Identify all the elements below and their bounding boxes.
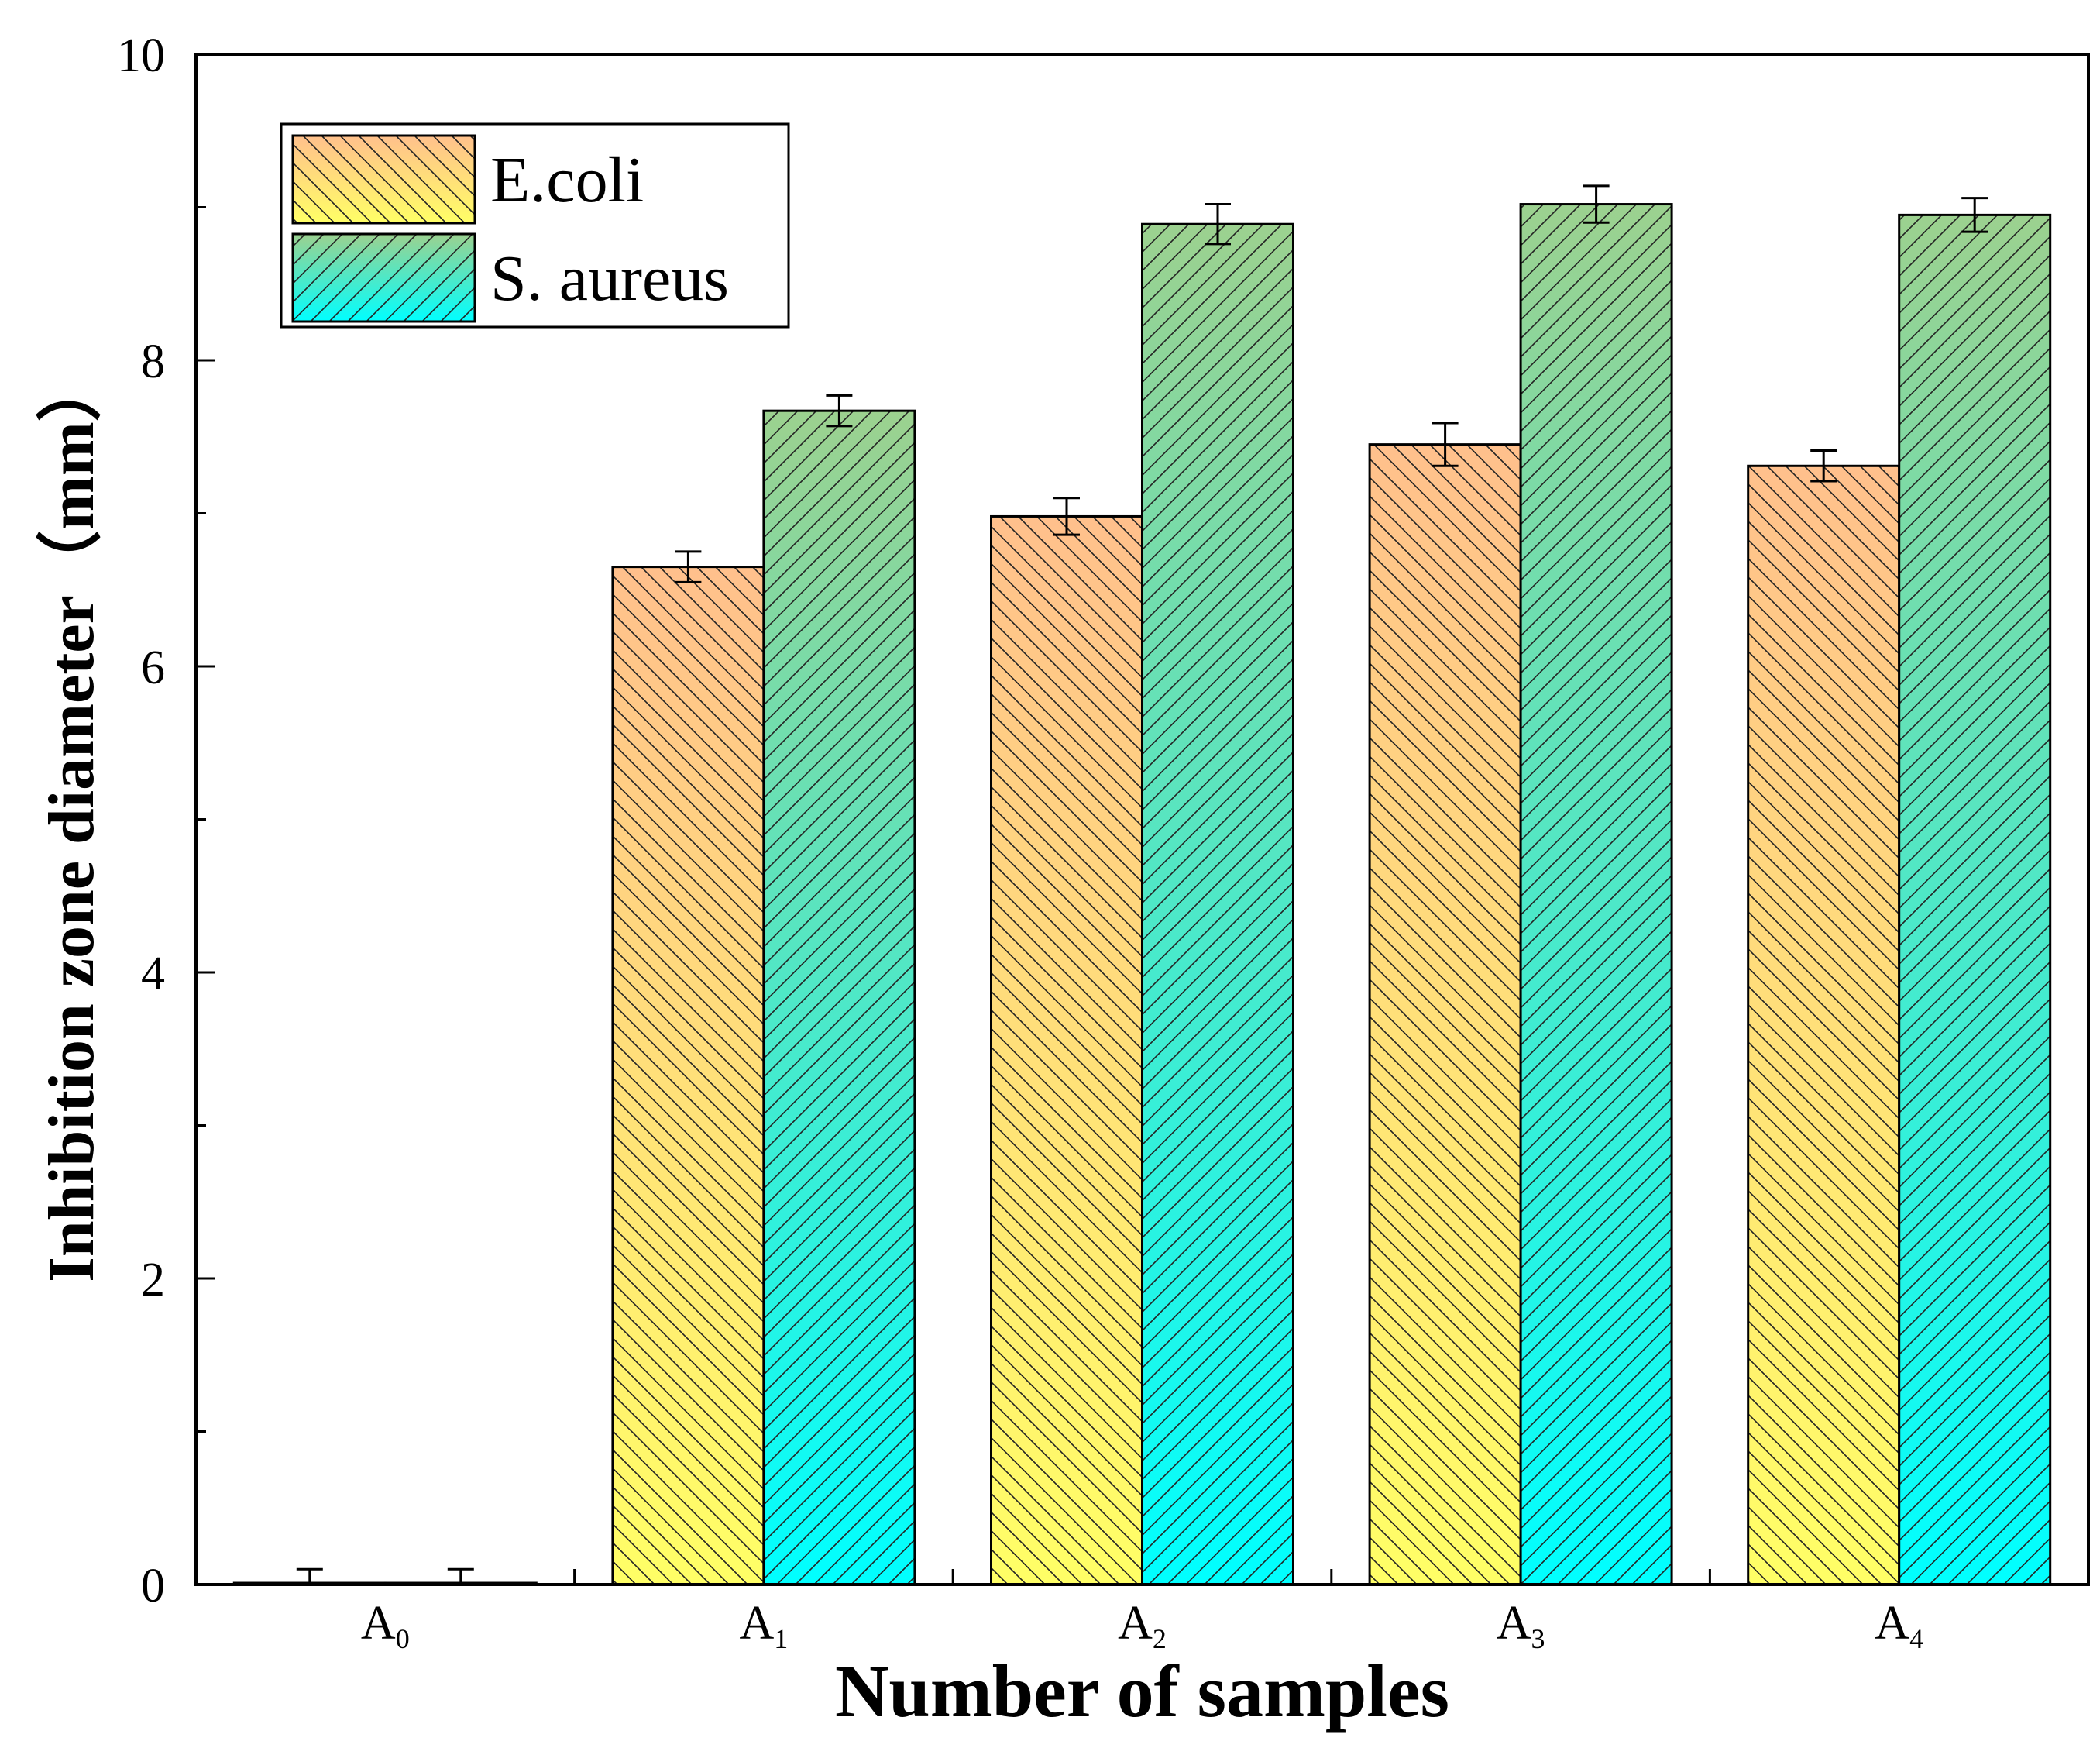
error-bar (675, 550, 702, 583)
x-tick-label: A4 (1875, 1597, 1923, 1654)
y-tick-label: 10 (117, 29, 165, 82)
error-bar (1810, 449, 1837, 483)
y-tick-label: 2 (141, 1254, 165, 1306)
y-tick-label: 0 (141, 1560, 165, 1612)
bar-saureus-2 (1141, 222, 1294, 1586)
legend-label: S. aureus (490, 243, 729, 315)
y-tick-label: 8 (141, 335, 165, 388)
x-axis-title: Number of samples (835, 1650, 1449, 1733)
bar-ecoli-4 (1747, 464, 1901, 1586)
error-bar (826, 394, 853, 428)
bar-saureus-3 (1519, 203, 1673, 1586)
error-bar (1053, 497, 1080, 536)
y-tick-label: 4 (141, 948, 165, 1000)
error-bar (1432, 422, 1459, 467)
x-axis: A0 A1 A2 A3 A4 (361, 1569, 1923, 1654)
error-bar (1205, 203, 1231, 246)
error-bar (447, 1567, 474, 1585)
bar-ecoli-1 (611, 566, 765, 1586)
bars-layer (232, 203, 2052, 1586)
legend-swatch (291, 232, 476, 323)
bar-saureus-1 (762, 409, 916, 1586)
bar-ecoli-2 (990, 514, 1143, 1586)
error-bar (296, 1567, 323, 1585)
x-tick-label: A3 (1497, 1597, 1545, 1654)
legend: E.coli S. aureus (280, 122, 790, 329)
x-tick-label: A0 (361, 1597, 410, 1654)
bar-saureus-4 (1898, 213, 2052, 1586)
y-axis: 0 2 4 6 8 10 (117, 29, 215, 1612)
error-bar (1961, 197, 1988, 233)
x-tick-label: A2 (1118, 1597, 1167, 1654)
bar-ecoli-3 (1368, 443, 1522, 1586)
error-bar (1583, 184, 1610, 224)
legend-swatch (291, 134, 476, 225)
y-tick-label: 6 (141, 642, 165, 694)
error-bars-layer (296, 184, 1988, 1585)
x-tick-label: A1 (740, 1597, 789, 1654)
y-axis-title: Inhibition zone diameter（mm） (36, 356, 108, 1282)
legend-label: E.coli (490, 144, 644, 216)
